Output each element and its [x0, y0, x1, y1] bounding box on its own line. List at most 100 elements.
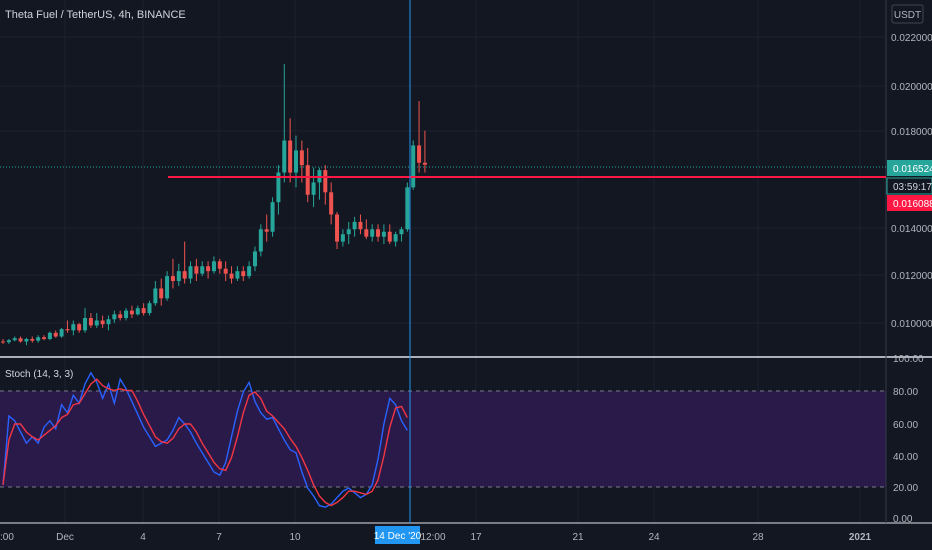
- candle-body: [258, 229, 263, 252]
- candle-body: [176, 271, 181, 282]
- candle-body: [42, 337, 47, 339]
- candle-body: [182, 271, 187, 279]
- crosshair-date-tag-box: [375, 526, 420, 544]
- candle-body: [346, 229, 351, 235]
- price-tick: 0.012000: [891, 271, 932, 282]
- candle-body: [65, 329, 70, 331]
- candle-body: [71, 324, 76, 331]
- candle-body: [153, 288, 158, 304]
- time-label: 17: [470, 532, 482, 543]
- candle-body: [188, 266, 193, 279]
- candle-body: [211, 261, 216, 272]
- candle-body: [200, 266, 205, 274]
- candle-body: [358, 221, 363, 230]
- candle-body: [106, 319, 111, 325]
- currency-badge[interactable]: USDT: [894, 10, 921, 21]
- time-label: 12:00: [420, 532, 445, 543]
- time-label: 7: [216, 532, 222, 543]
- stoch-d-line: [2, 378, 408, 507]
- candle-body: [59, 329, 64, 337]
- symbol-title[interactable]: Theta Fuel / TetherUS, 4h, BINANCE: [5, 9, 186, 21]
- candle-body: [77, 324, 82, 331]
- candle-body: [364, 229, 369, 237]
- time-label: Dec: [56, 532, 74, 543]
- stoch-tick: 80.00: [893, 387, 918, 398]
- stoch-band: [0, 391, 886, 487]
- current-price-tag: 0.016524: [893, 164, 932, 175]
- current-price-tag-box: [887, 160, 932, 176]
- candle-body: [329, 192, 334, 215]
- candle-body: [135, 308, 140, 315]
- candle-body: [118, 314, 123, 319]
- price-tick: 0.010000: [891, 319, 932, 330]
- candle-body: [170, 276, 175, 282]
- candle-body: [6, 340, 11, 343]
- candle-body: [47, 332, 52, 339]
- price-tick: 0.018000: [891, 127, 932, 138]
- candle-body: [124, 310, 129, 319]
- candle-body: [282, 140, 287, 173]
- candle-body: [288, 140, 293, 173]
- candle-body: [223, 268, 228, 274]
- candle-body: [417, 145, 422, 163]
- candle-body: [88, 318, 93, 326]
- candle-body: [194, 266, 199, 274]
- candle-body: [387, 231, 392, 242]
- candle-body: [252, 251, 257, 267]
- time-label: 4: [140, 532, 146, 543]
- price-tick: 0.020000: [891, 82, 932, 93]
- candle-body: [217, 261, 222, 269]
- candle-body: [12, 338, 17, 341]
- stoch-tick: 0.00: [893, 514, 913, 525]
- candle-body: [340, 234, 345, 242]
- price-tick: 0.014000: [891, 224, 932, 235]
- candle-body: [83, 318, 88, 331]
- candle-body: [24, 338, 29, 342]
- stoch-indicator-label[interactable]: Stoch (14, 3, 3): [5, 369, 73, 380]
- time-label: 28: [752, 532, 764, 543]
- candle-body: [159, 288, 164, 299]
- candle-body: [411, 145, 416, 188]
- candle-body: [141, 308, 146, 314]
- candle-body: [381, 231, 386, 237]
- candle-body: [370, 229, 375, 237]
- candle-body: [241, 271, 246, 277]
- candle-body: [129, 310, 134, 315]
- candle-body: [335, 214, 340, 242]
- stoch-tick: 60.00: [893, 420, 918, 431]
- candles: [1, 64, 427, 346]
- candle-body: [405, 187, 410, 230]
- candle-body: [36, 337, 41, 341]
- countdown-tag: 03:59:17: [893, 182, 932, 193]
- currency-badge-box[interactable]: [891, 4, 924, 24]
- stoch-tick: 20.00: [893, 483, 918, 494]
- candle-body: [18, 338, 23, 342]
- line-price-tag: 0.016088: [893, 199, 932, 210]
- time-label: 24: [648, 532, 660, 543]
- candle-body: [352, 221, 357, 230]
- candle-body: [235, 271, 240, 279]
- candle-body: [1, 341, 5, 343]
- candle-body: [393, 234, 398, 242]
- candle-body: [30, 338, 35, 341]
- candle-body: [229, 273, 234, 279]
- candle-body: [422, 162, 427, 165]
- stoch-tick: 40.00: [893, 452, 918, 463]
- candle-body: [100, 320, 105, 325]
- candle-body: [270, 202, 275, 232]
- candle-body: [53, 332, 58, 337]
- candle-body: [299, 150, 304, 166]
- time-label: 21: [572, 532, 584, 543]
- candle-body: [276, 172, 281, 203]
- candle-body: [94, 320, 99, 326]
- candle-body: [112, 314, 117, 320]
- line-price-tag-box: [887, 195, 932, 211]
- crosshair-date-tag: 14 Dec '20: [374, 531, 422, 542]
- time-label: :00: [0, 532, 14, 543]
- candle-body: [323, 170, 328, 193]
- stoch-k-line: [2, 371, 408, 508]
- stoch-tick: 100.00: [893, 354, 924, 365]
- candle-body: [311, 182, 316, 195]
- candle-body: [305, 165, 310, 195]
